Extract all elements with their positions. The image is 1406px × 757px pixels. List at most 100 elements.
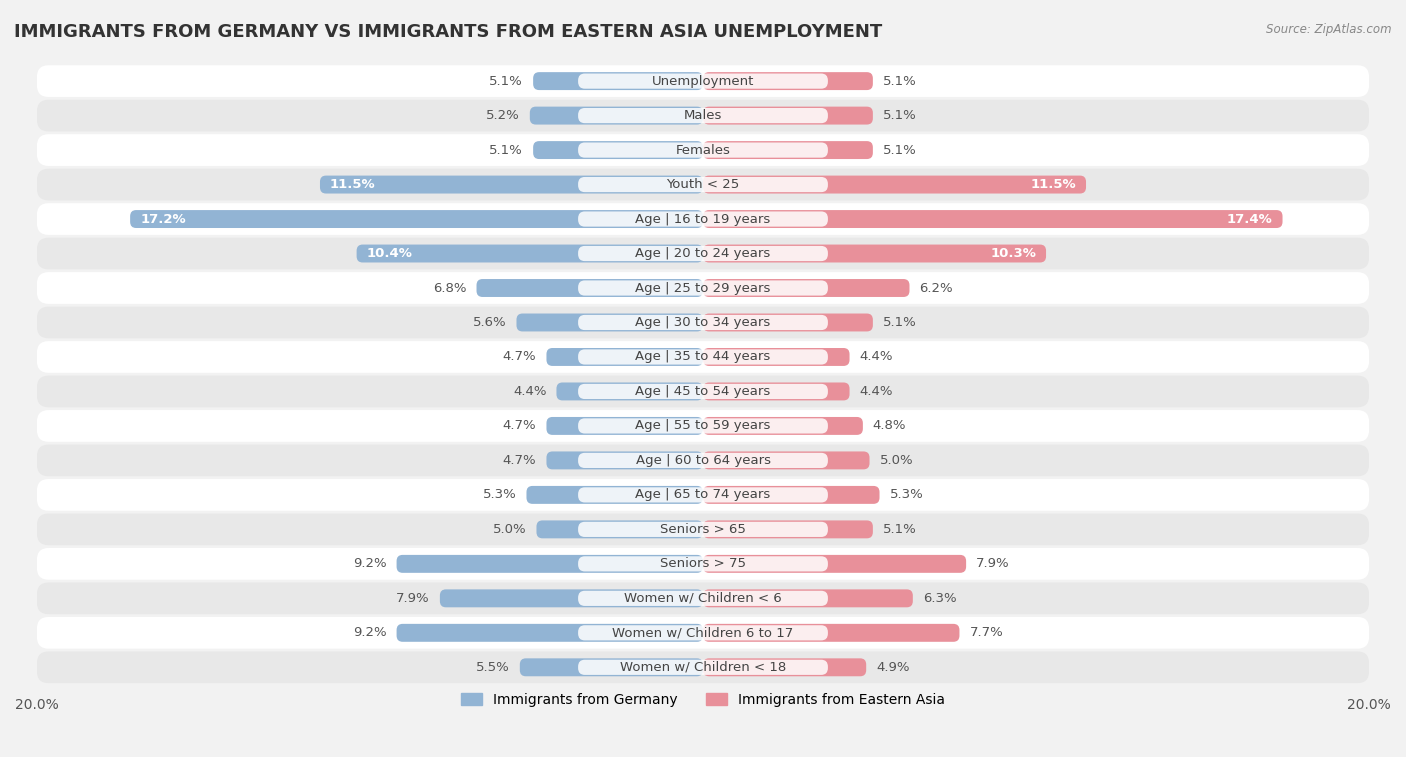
Text: Females: Females [675, 144, 731, 157]
FancyBboxPatch shape [37, 652, 1369, 683]
FancyBboxPatch shape [37, 307, 1369, 338]
Text: 17.4%: 17.4% [1227, 213, 1272, 226]
FancyBboxPatch shape [578, 522, 828, 537]
FancyBboxPatch shape [703, 659, 866, 676]
FancyBboxPatch shape [477, 279, 703, 297]
FancyBboxPatch shape [578, 590, 828, 606]
Text: 11.5%: 11.5% [330, 178, 375, 191]
FancyBboxPatch shape [703, 451, 869, 469]
FancyBboxPatch shape [703, 486, 880, 504]
Text: 5.0%: 5.0% [880, 454, 912, 467]
FancyBboxPatch shape [37, 203, 1369, 235]
Text: 6.2%: 6.2% [920, 282, 953, 294]
Text: 11.5%: 11.5% [1031, 178, 1076, 191]
Text: 7.9%: 7.9% [396, 592, 430, 605]
Text: Age | 35 to 44 years: Age | 35 to 44 years [636, 350, 770, 363]
Text: Age | 55 to 59 years: Age | 55 to 59 years [636, 419, 770, 432]
Text: 5.3%: 5.3% [890, 488, 924, 501]
Text: 17.2%: 17.2% [141, 213, 186, 226]
FancyBboxPatch shape [578, 73, 828, 89]
FancyBboxPatch shape [578, 350, 828, 365]
FancyBboxPatch shape [533, 72, 703, 90]
FancyBboxPatch shape [578, 108, 828, 123]
FancyBboxPatch shape [440, 590, 703, 607]
FancyBboxPatch shape [526, 486, 703, 504]
FancyBboxPatch shape [396, 555, 703, 573]
FancyBboxPatch shape [516, 313, 703, 332]
Text: 5.6%: 5.6% [472, 316, 506, 329]
Text: Age | 60 to 64 years: Age | 60 to 64 years [636, 454, 770, 467]
FancyBboxPatch shape [578, 211, 828, 226]
FancyBboxPatch shape [37, 582, 1369, 614]
FancyBboxPatch shape [37, 341, 1369, 373]
FancyBboxPatch shape [703, 417, 863, 435]
Text: Women w/ Children 6 to 17: Women w/ Children 6 to 17 [613, 626, 793, 640]
FancyBboxPatch shape [520, 659, 703, 676]
FancyBboxPatch shape [37, 444, 1369, 476]
Text: 10.4%: 10.4% [367, 247, 412, 260]
Text: Males: Males [683, 109, 723, 122]
FancyBboxPatch shape [703, 210, 1282, 228]
FancyBboxPatch shape [396, 624, 703, 642]
Legend: Immigrants from Germany, Immigrants from Eastern Asia: Immigrants from Germany, Immigrants from… [456, 687, 950, 712]
Text: 5.3%: 5.3% [482, 488, 516, 501]
FancyBboxPatch shape [37, 375, 1369, 407]
FancyBboxPatch shape [37, 238, 1369, 269]
Text: 5.1%: 5.1% [489, 75, 523, 88]
Text: 5.1%: 5.1% [883, 109, 917, 122]
FancyBboxPatch shape [703, 245, 1046, 263]
FancyBboxPatch shape [37, 134, 1369, 166]
Text: 4.9%: 4.9% [876, 661, 910, 674]
FancyBboxPatch shape [578, 453, 828, 468]
Text: 9.2%: 9.2% [353, 557, 387, 570]
FancyBboxPatch shape [703, 107, 873, 125]
Text: 5.1%: 5.1% [883, 316, 917, 329]
Text: 4.4%: 4.4% [859, 385, 893, 398]
Text: Unemployment: Unemployment [652, 75, 754, 88]
FancyBboxPatch shape [703, 279, 910, 297]
Text: 5.1%: 5.1% [883, 144, 917, 157]
Text: Women w/ Children < 18: Women w/ Children < 18 [620, 661, 786, 674]
FancyBboxPatch shape [37, 479, 1369, 511]
FancyBboxPatch shape [37, 410, 1369, 442]
Text: 4.4%: 4.4% [859, 350, 893, 363]
Text: 4.8%: 4.8% [873, 419, 907, 432]
FancyBboxPatch shape [578, 177, 828, 192]
Text: 6.3%: 6.3% [922, 592, 956, 605]
FancyBboxPatch shape [131, 210, 703, 228]
Text: 6.8%: 6.8% [433, 282, 467, 294]
Text: 5.0%: 5.0% [494, 523, 526, 536]
FancyBboxPatch shape [537, 520, 703, 538]
FancyBboxPatch shape [578, 625, 828, 640]
Text: 5.1%: 5.1% [883, 75, 917, 88]
Text: 4.4%: 4.4% [513, 385, 547, 398]
Text: Age | 16 to 19 years: Age | 16 to 19 years [636, 213, 770, 226]
FancyBboxPatch shape [547, 451, 703, 469]
Text: 7.7%: 7.7% [970, 626, 1004, 640]
Text: Age | 30 to 34 years: Age | 30 to 34 years [636, 316, 770, 329]
Text: Age | 45 to 54 years: Age | 45 to 54 years [636, 385, 770, 398]
FancyBboxPatch shape [578, 315, 828, 330]
Text: Youth < 25: Youth < 25 [666, 178, 740, 191]
Text: 5.1%: 5.1% [883, 523, 917, 536]
FancyBboxPatch shape [578, 246, 828, 261]
FancyBboxPatch shape [547, 417, 703, 435]
FancyBboxPatch shape [578, 142, 828, 157]
Text: Age | 20 to 24 years: Age | 20 to 24 years [636, 247, 770, 260]
Text: Age | 25 to 29 years: Age | 25 to 29 years [636, 282, 770, 294]
FancyBboxPatch shape [547, 348, 703, 366]
FancyBboxPatch shape [357, 245, 703, 263]
FancyBboxPatch shape [703, 176, 1085, 194]
FancyBboxPatch shape [37, 272, 1369, 304]
Text: Source: ZipAtlas.com: Source: ZipAtlas.com [1267, 23, 1392, 36]
Text: 5.2%: 5.2% [486, 109, 520, 122]
Text: 4.7%: 4.7% [503, 350, 537, 363]
FancyBboxPatch shape [37, 617, 1369, 649]
Text: 9.2%: 9.2% [353, 626, 387, 640]
FancyBboxPatch shape [703, 72, 873, 90]
FancyBboxPatch shape [530, 107, 703, 125]
FancyBboxPatch shape [703, 141, 873, 159]
Text: 5.5%: 5.5% [477, 661, 510, 674]
FancyBboxPatch shape [37, 100, 1369, 132]
FancyBboxPatch shape [703, 624, 959, 642]
